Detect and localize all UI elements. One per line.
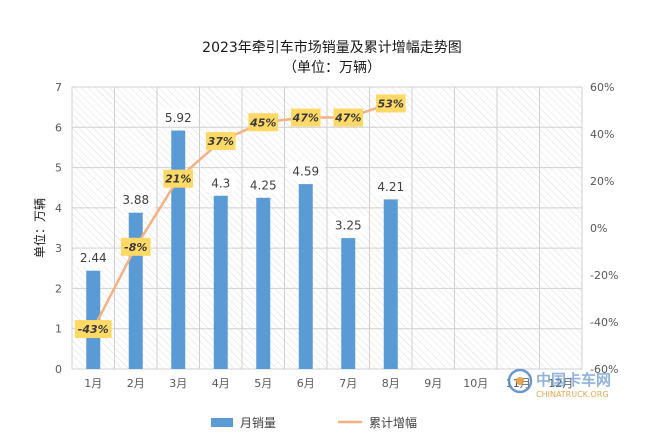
legend-swatch-bar	[211, 418, 233, 427]
x-tick-label: 1月	[84, 377, 102, 390]
bar-label: 3.88	[122, 193, 149, 207]
line-label: -43%	[78, 323, 109, 336]
line-label-bg	[120, 237, 151, 256]
bar	[171, 130, 186, 369]
bar	[86, 270, 101, 369]
line-label-bg	[333, 108, 364, 127]
legend: 月销量 累计增幅	[211, 415, 417, 430]
x-tick-label: 5月	[254, 377, 272, 390]
line-label: 53%	[378, 97, 404, 110]
bar-label-bg	[329, 216, 368, 235]
x-tick-label: 7月	[339, 377, 357, 390]
x-tick-label: 8月	[382, 377, 400, 390]
y2-tick-label: -40%	[590, 316, 618, 329]
bar-label-bg	[74, 248, 113, 267]
bar-label-bg	[286, 162, 325, 181]
line-labels: -43% -8% 21% 37% 45% 47% 47% 53%	[74, 94, 406, 339]
chart-subtitle: （单位：万辆）	[283, 60, 381, 76]
x-tick-label: 6月	[297, 377, 315, 390]
bar-series	[86, 130, 398, 369]
x-tick-label: 3月	[169, 377, 187, 390]
bar-label: 4.59	[292, 165, 319, 179]
watermark-logo-inner	[516, 377, 524, 385]
line-label: -8%	[124, 241, 147, 254]
vertical-grid	[71, 87, 583, 369]
right-axis-ticks: -60% -40% -20% 0% 20% 40% 60%	[590, 81, 618, 376]
bar-label: 4.3	[211, 176, 230, 190]
watermark-text: 中国卡车网	[536, 371, 611, 389]
y2-tick-label: 40%	[590, 128, 614, 141]
x-tick-label: 4月	[212, 377, 230, 390]
x-tick-label: 12月	[548, 377, 573, 390]
y-tick-label: 5	[55, 162, 62, 175]
legend-line-label: 累计增幅	[369, 415, 417, 430]
bar-label: 4.25	[250, 178, 277, 192]
line-label-bg	[74, 320, 112, 339]
line-label: 45%	[249, 116, 276, 129]
watermark: 中国卡车网 CHINATRUCK.ORG	[507, 368, 611, 399]
y-axis-label: 单位：万辆	[32, 198, 47, 258]
bar	[341, 238, 356, 369]
bar-label-bg	[116, 190, 155, 209]
x-axis-ticks: 1月2月3月4月5月6月7月8月9月10月11月12月	[84, 377, 573, 390]
bar-label: 5.92	[165, 111, 192, 125]
left-axis-ticks: 0 1 2 3 4 5 6 7	[55, 81, 62, 376]
legend-bar-label: 月销量	[240, 416, 276, 430]
bar-label-bg	[205, 173, 237, 192]
y2-tick-label: 60%	[590, 81, 614, 94]
x-tick-label: 9月	[424, 377, 442, 390]
y-tick-label: 1	[55, 323, 62, 336]
y-tick-label: 0	[55, 363, 62, 376]
bar	[298, 184, 313, 369]
bar-labels: 2.44 3.88 5.92 4.3 4.25 4.59 3.25 4.21	[74, 108, 410, 267]
y-tick-label: 7	[55, 81, 62, 94]
y2-tick-label: 20%	[590, 175, 614, 188]
bar-label-bg	[159, 108, 198, 127]
x-tick-label: 2月	[127, 377, 145, 390]
x-tick-label: 10月	[463, 377, 488, 390]
bar	[128, 212, 143, 369]
line-label-bg	[163, 169, 194, 188]
y-tick-label: 2	[55, 282, 62, 295]
line-label-bg	[375, 94, 406, 113]
bar-label: 3.25	[335, 219, 362, 233]
line-label-bg	[205, 132, 236, 151]
y2-tick-label: 0%	[590, 222, 607, 235]
y-tick-label: 6	[55, 121, 62, 134]
bar-label: 2.44	[80, 251, 107, 265]
watermark-logo	[507, 368, 533, 394]
line-label: 37%	[208, 135, 234, 148]
y2-tick-label: -60%	[590, 363, 618, 376]
bar	[256, 197, 271, 369]
line-label-bg	[248, 113, 279, 132]
horizontal-grid	[72, 86, 582, 370]
bar	[213, 195, 228, 369]
y-tick-label: 3	[55, 242, 62, 255]
chart-title: 2023年牵引车市场销量及累计增幅走势图	[202, 39, 462, 56]
bar-label-bg	[244, 175, 283, 194]
line-label: 47%	[292, 112, 319, 125]
line-label: 47%	[334, 112, 361, 125]
bar	[383, 199, 398, 369]
line-label-bg	[290, 108, 321, 127]
line-label: 21%	[165, 173, 191, 186]
bar-label-bg	[371, 177, 410, 196]
y2-tick-label: -20%	[590, 269, 618, 282]
y-tick-label: 4	[55, 202, 62, 215]
bar-label: 4.21	[377, 180, 404, 194]
watermark-sub: CHINATRUCK.ORG	[536, 390, 609, 399]
